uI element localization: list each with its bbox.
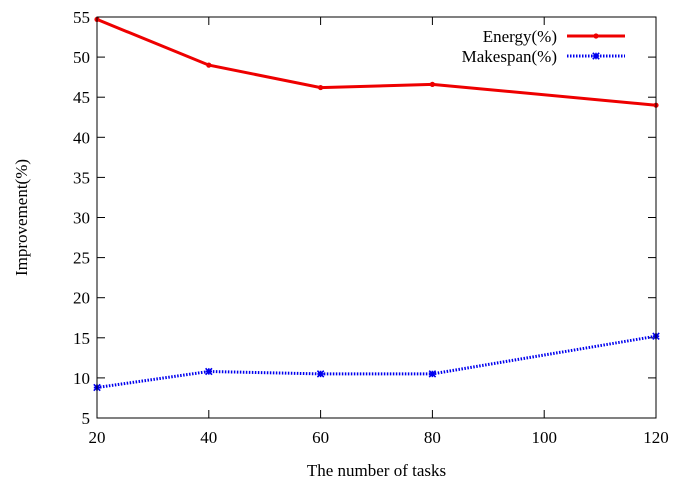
data-point-energy: [206, 62, 212, 68]
y-tick-label: 25: [73, 249, 90, 268]
x-tick-label: 20: [89, 428, 106, 447]
plot-frame: [96, 16, 657, 419]
y-tick-label: 40: [73, 128, 90, 147]
y-tick-label: 5: [82, 409, 91, 428]
y-tick-label: 35: [73, 168, 90, 187]
y-tick-label: 50: [73, 48, 90, 67]
x-tick-label: 40: [200, 428, 217, 447]
y-tick-label: 20: [73, 289, 90, 308]
y-axis-ticks: 5 10 15 20 25 30 35 40 45 50 55: [73, 8, 656, 428]
data-point-makespan: [205, 367, 213, 376]
y-tick-label: 15: [73, 329, 90, 348]
x-axis-title: The number of tasks: [307, 461, 446, 480]
series-energy: [94, 16, 659, 108]
y-tick-label: 45: [73, 88, 90, 107]
legend: Energy(%)Makespan(%): [462, 27, 625, 66]
y-tick-label: 30: [73, 209, 90, 228]
x-axis-ticks: 20 40 60 80 100 120: [89, 17, 669, 447]
data-point-makespan: [428, 370, 437, 378]
data-point-makespan: [316, 370, 325, 378]
x-tick-label: 60: [312, 428, 329, 447]
legend-marker-energy: [593, 33, 599, 39]
legend-label-energy: Energy(%): [483, 27, 557, 46]
y-tick-label: 55: [73, 8, 90, 27]
x-tick-label: 120: [643, 428, 669, 447]
y-tick-label: 10: [73, 369, 90, 388]
y-axis-title: Improvement(%): [12, 159, 31, 276]
legend-marker-makespan: [592, 52, 600, 60]
series-line-makespan: [96, 334, 657, 390]
data-point-energy: [429, 81, 435, 87]
data-point-energy: [318, 84, 324, 91]
x-tick-label: 100: [531, 428, 557, 447]
series-line-energy: [96, 18, 657, 107]
legend-label-makespan: Makespan(%): [462, 47, 557, 66]
x-tick-label: 80: [424, 428, 441, 447]
series-layer: [93, 16, 660, 392]
series-makespan: [93, 332, 660, 392]
